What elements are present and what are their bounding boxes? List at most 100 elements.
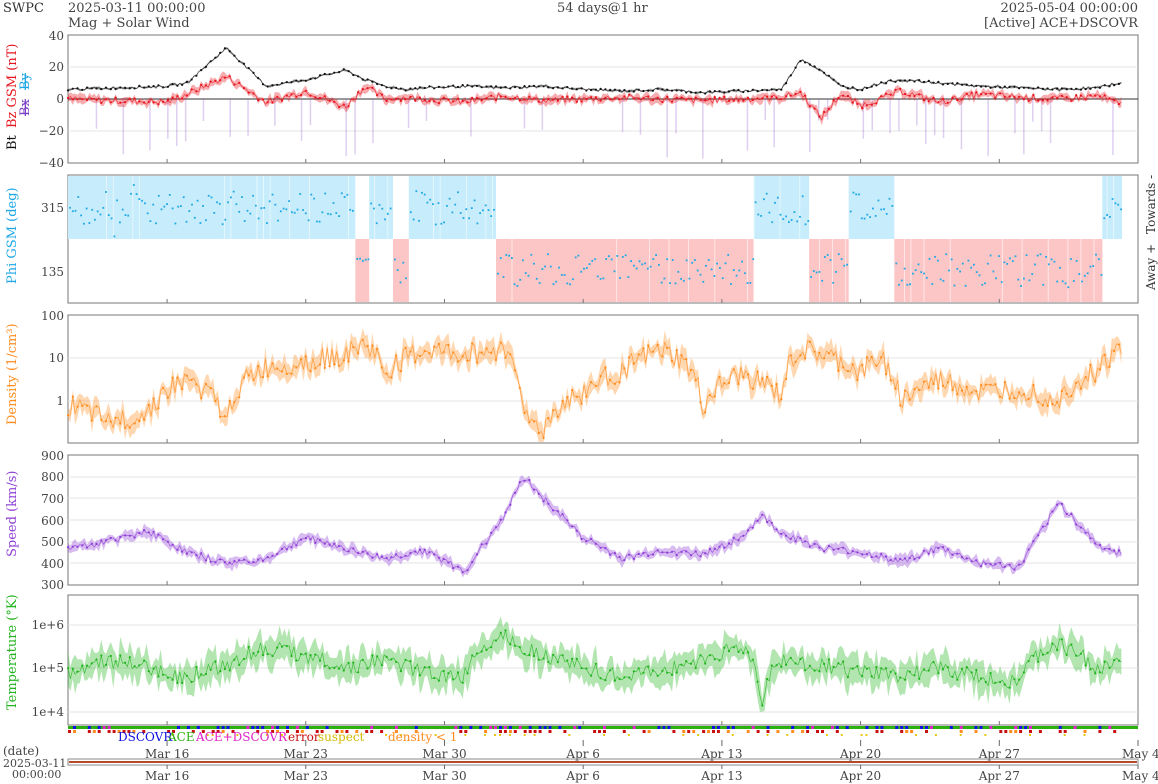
density-point bbox=[1103, 353, 1106, 356]
bz-point bbox=[323, 95, 326, 98]
temperature-point bbox=[261, 654, 265, 657]
phi-point bbox=[166, 203, 168, 205]
bz-point bbox=[951, 96, 954, 99]
status-flag-seg bbox=[712, 730, 715, 733]
bt-point bbox=[428, 85, 431, 88]
density-point bbox=[328, 365, 331, 368]
speed-point bbox=[328, 543, 331, 546]
bz-point bbox=[946, 101, 949, 104]
speed-point bbox=[490, 531, 493, 535]
bz-point bbox=[361, 88, 364, 91]
density-point bbox=[480, 351, 483, 354]
density-point bbox=[756, 370, 759, 373]
bt-point bbox=[204, 65, 207, 68]
phi-point bbox=[1095, 253, 1097, 256]
bt-point bbox=[357, 75, 360, 78]
bt-point bbox=[1075, 87, 1078, 90]
bz-point bbox=[85, 98, 89, 102]
mag-tick-neg20: −20 bbox=[39, 124, 64, 138]
phi-point bbox=[144, 202, 146, 205]
temperature-point bbox=[214, 660, 217, 663]
density-point bbox=[509, 353, 512, 356]
temperature-point bbox=[456, 671, 460, 674]
phi-point bbox=[1017, 278, 1020, 281]
bz-point bbox=[861, 107, 864, 110]
bt-point bbox=[680, 89, 683, 92]
speed-point bbox=[1003, 565, 1006, 568]
status-flag-seg bbox=[142, 730, 146, 733]
date-tick-label-upper: May 4 bbox=[1122, 747, 1158, 761]
bt-point bbox=[946, 82, 949, 85]
phi-point bbox=[757, 213, 760, 216]
bz-point bbox=[228, 75, 231, 78]
temperature-point bbox=[842, 660, 845, 663]
temperature-point bbox=[166, 676, 169, 679]
bt-point bbox=[1022, 86, 1025, 89]
speed-point bbox=[66, 546, 70, 549]
bz-point bbox=[837, 97, 840, 100]
status-flag-seg bbox=[835, 730, 839, 733]
bz-point bbox=[889, 93, 892, 96]
temperature-point bbox=[342, 669, 345, 672]
bz-point bbox=[352, 98, 355, 101]
density-point bbox=[899, 404, 902, 407]
bt-point bbox=[1041, 87, 1044, 90]
phi-point bbox=[883, 208, 885, 211]
phi-point bbox=[490, 215, 493, 217]
temperature-point bbox=[856, 665, 859, 668]
phi-point bbox=[863, 217, 866, 220]
density-point bbox=[528, 421, 531, 424]
phi-point bbox=[566, 282, 569, 285]
bx-spike bbox=[987, 99, 989, 157]
phi-point bbox=[316, 220, 318, 223]
status-suspect-seg bbox=[281, 734, 283, 736]
density-point bbox=[656, 343, 659, 346]
bz-point bbox=[252, 92, 255, 95]
density-point bbox=[261, 376, 265, 379]
status-flag-seg bbox=[791, 730, 795, 733]
bt-point bbox=[694, 91, 697, 94]
speed-point bbox=[647, 554, 650, 558]
phi-point bbox=[646, 267, 649, 270]
bz-point bbox=[941, 97, 945, 101]
phi-point bbox=[396, 269, 399, 271]
temperature-point bbox=[71, 667, 74, 670]
status-flag-seg bbox=[1058, 730, 1062, 733]
phi-point bbox=[511, 257, 513, 259]
phi-point bbox=[199, 222, 202, 224]
temperature-point bbox=[85, 664, 89, 667]
phi-point bbox=[468, 217, 470, 220]
density-point bbox=[1075, 381, 1078, 384]
status-flag-seg bbox=[1083, 730, 1087, 733]
temp-tick-1e6: 1e+6 bbox=[32, 618, 64, 632]
date-axis-label: (date) bbox=[3, 744, 39, 758]
phi-point bbox=[105, 191, 107, 193]
phi-point bbox=[730, 283, 732, 285]
phi-point bbox=[1000, 281, 1003, 283]
status-dscovr-seg bbox=[662, 726, 666, 729]
temperature-point bbox=[804, 669, 807, 672]
temperature-point bbox=[513, 644, 517, 647]
phi-point bbox=[429, 198, 432, 201]
temperature-point bbox=[452, 678, 455, 681]
bt-point bbox=[490, 85, 493, 88]
status-suspect-seg bbox=[825, 734, 828, 736]
status-flag-seg bbox=[484, 730, 488, 733]
phi-point bbox=[356, 258, 359, 260]
status-dscovr-seg bbox=[920, 726, 923, 729]
phi-point bbox=[558, 266, 560, 269]
phi-point bbox=[268, 200, 271, 203]
speed-point bbox=[423, 548, 426, 551]
phi-point bbox=[869, 216, 871, 218]
phi-point bbox=[252, 194, 254, 197]
bz-point bbox=[970, 91, 973, 94]
bt-point bbox=[157, 84, 160, 87]
density-point bbox=[789, 354, 792, 357]
speed-point bbox=[1018, 563, 1021, 566]
status-flag-seg bbox=[533, 730, 537, 733]
date-ticks-lower: Mar 16 Mar 23 Mar 30 Apr 6 Apr 13 Apr 20 Apr 2… bbox=[145, 765, 1158, 783]
speed-point bbox=[699, 555, 702, 558]
speed-point bbox=[399, 556, 402, 559]
bx-spike bbox=[541, 99, 544, 130]
density-point bbox=[347, 360, 350, 363]
